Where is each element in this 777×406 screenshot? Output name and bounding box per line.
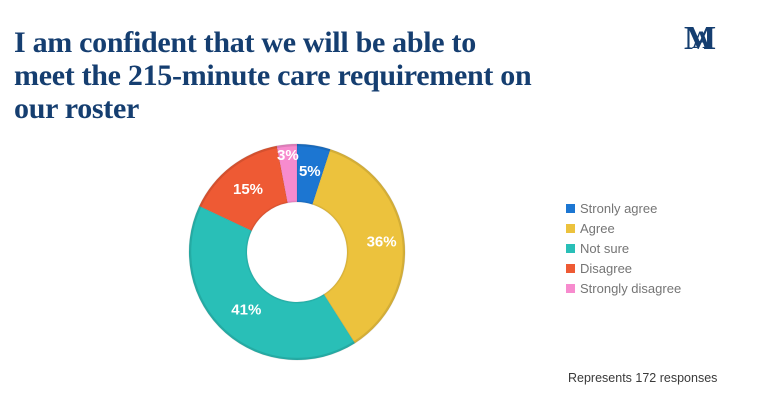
legend-item-not-sure[interactable]: Not sure	[566, 238, 681, 258]
legend-item-disagree[interactable]: Disagree	[566, 258, 681, 278]
donut-outer-rim	[188, 143, 406, 361]
donut-inner-rim	[245, 200, 349, 304]
legend-label: Strongly disagree	[580, 280, 682, 296]
pie-slice-not-sure[interactable]	[188, 205, 356, 361]
page-title-line-2: meet the 215-minute care requirement on	[14, 59, 532, 92]
legend-label: Stronly agree	[580, 200, 658, 216]
legend-swatch-icon	[566, 263, 575, 273]
pie-slice-strongly-disagree[interactable]	[276, 143, 298, 204]
page-title: I am confident that we will be able to m…	[14, 26, 634, 125]
legend-swatch-icon	[566, 223, 575, 233]
legend-swatch-icon	[566, 243, 575, 253]
legend-swatch-icon	[566, 283, 575, 293]
pie-slice-disagree[interactable]	[198, 145, 289, 232]
page-title-line-1: I am confident that we will be able to	[14, 26, 476, 59]
legend-label: Not sure	[580, 240, 630, 256]
logo-letter-a: A	[692, 27, 711, 54]
legend-item-stronly-agree[interactable]: Stronly agree	[566, 198, 681, 218]
chart-legend: Stronly agree Agree Not sure Disagree Strong…	[566, 198, 681, 298]
page-title-line-3: our roster	[14, 92, 140, 125]
logo-letter-m: M	[684, 20, 717, 57]
legend-label: Disagree	[580, 260, 633, 276]
pie-slice-agree[interactable]	[311, 148, 406, 344]
ma-monogram-logo: M A	[684, 22, 722, 60]
legend-item-agree[interactable]: Agree	[566, 218, 681, 238]
legend-swatch-icon	[566, 203, 575, 213]
response-count-note: Represents 172 responses	[568, 371, 718, 385]
legend-item-strongly-disagree[interactable]: Strongly disagree	[566, 278, 681, 298]
legend-label: Agree	[580, 220, 615, 236]
